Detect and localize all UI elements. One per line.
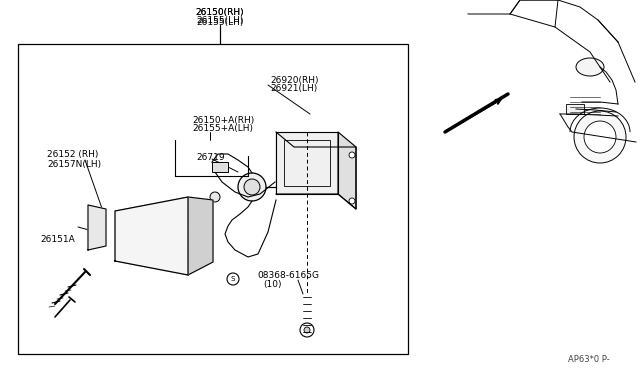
Text: 26150+A(RH): 26150+A(RH) xyxy=(192,115,254,125)
Text: 08368-6165G: 08368-6165G xyxy=(257,272,319,280)
Text: 26155(LH): 26155(LH) xyxy=(196,17,244,26)
Circle shape xyxy=(574,111,626,163)
Text: 26152 (RH): 26152 (RH) xyxy=(47,151,99,160)
Circle shape xyxy=(90,236,98,244)
Text: 26920(RH): 26920(RH) xyxy=(270,76,319,84)
Text: 26157N(LH): 26157N(LH) xyxy=(47,160,101,169)
Circle shape xyxy=(210,192,220,202)
Bar xyxy=(18,44,408,354)
Polygon shape xyxy=(276,132,356,209)
Bar xyxy=(284,140,330,186)
Circle shape xyxy=(90,211,98,219)
Text: (10): (10) xyxy=(263,280,282,289)
Text: 26151A: 26151A xyxy=(40,234,75,244)
Polygon shape xyxy=(115,197,188,275)
Polygon shape xyxy=(276,132,338,194)
Circle shape xyxy=(349,198,355,204)
Circle shape xyxy=(276,186,284,193)
Circle shape xyxy=(330,132,337,140)
Text: 26150(RH): 26150(RH) xyxy=(196,7,244,16)
Circle shape xyxy=(300,323,314,337)
Circle shape xyxy=(244,179,260,195)
Text: 26719: 26719 xyxy=(196,153,225,161)
Circle shape xyxy=(304,327,310,333)
Bar xyxy=(566,104,584,114)
Text: 26150(RH): 26150(RH) xyxy=(196,9,244,17)
Text: S: S xyxy=(231,276,235,282)
Circle shape xyxy=(276,132,284,140)
Circle shape xyxy=(238,173,266,201)
Circle shape xyxy=(227,273,239,285)
Polygon shape xyxy=(88,205,106,250)
Text: 26921(LH): 26921(LH) xyxy=(270,84,317,93)
Polygon shape xyxy=(188,197,213,275)
Text: 26155+A(LH): 26155+A(LH) xyxy=(192,125,253,134)
Polygon shape xyxy=(338,132,356,209)
Circle shape xyxy=(584,121,616,153)
Circle shape xyxy=(330,186,337,193)
Bar xyxy=(212,162,228,172)
Circle shape xyxy=(349,152,355,158)
Ellipse shape xyxy=(576,58,604,76)
Text: AP63*0 P-: AP63*0 P- xyxy=(568,356,610,365)
Text: 26155(LH): 26155(LH) xyxy=(196,16,244,26)
